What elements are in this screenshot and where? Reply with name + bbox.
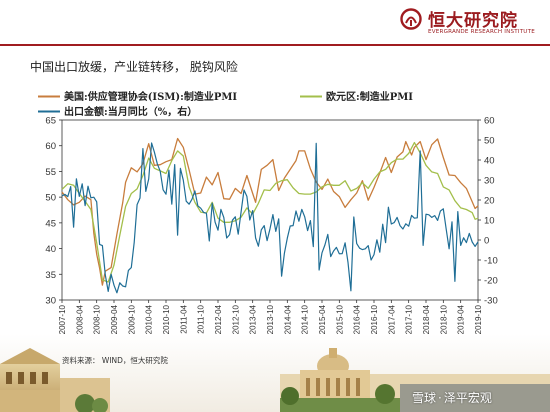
x-tick-label: 2012-10	[231, 304, 240, 334]
x-tick-label: 2019-10	[474, 304, 483, 334]
chart-legend: 美国:供应管理协会(ISM):制造业PMI 欧元区:制造业PMI 出口金额:当月同比…	[38, 90, 413, 118]
x-tick-label: 2014-04	[283, 304, 292, 334]
watermark: 雪球 · 泽平宏观	[412, 389, 492, 406]
slide-title: 中国出口放缓，产业链转移， 脱钩风险	[30, 60, 238, 74]
series-line-3	[61, 142, 479, 294]
x-tick-label: 2016-04	[353, 304, 362, 334]
y-right-tick-label: -10	[484, 256, 498, 267]
x-tick-label: 2013-04	[249, 304, 258, 334]
x-tick-label: 2010-04	[145, 304, 154, 334]
x-tick-label: 2009-04	[110, 304, 119, 334]
legend-label-2: 欧元区:制造业PMI	[326, 90, 413, 103]
y-right-tick-label: -30	[484, 296, 498, 307]
y-right-tick-label: 30	[484, 176, 495, 187]
right-building-illustration	[280, 348, 550, 412]
brand-name-en: EVERGRANDE RESEARCH INSTITUTE	[428, 29, 535, 35]
header-bar: 恒大研究院 EVERGRANDE RESEARCH INSTITUTE	[0, 0, 550, 44]
x-tick-label: 2011-10	[197, 304, 206, 333]
y-left-tick-label: 40	[45, 244, 56, 255]
y-right-tick-label: 10	[484, 216, 495, 227]
footer-scene	[0, 334, 550, 412]
x-tick-label: 2008-10	[93, 304, 102, 334]
legend-label-1: 美国:供应管理协会(ISM):制造业PMI	[64, 90, 237, 103]
left-building-illustration	[0, 348, 110, 412]
x-tick-label: 2007-10	[58, 304, 67, 334]
y-left-tick-label: 35	[45, 270, 56, 281]
brand-logo: 恒大研究院 EVERGRANDE RESEARCH INSTITUTE	[400, 6, 546, 40]
watermark-left: 雪球	[412, 391, 437, 405]
y-left-tick-label: 55	[45, 167, 56, 178]
y-right-tick-label: -20	[484, 276, 498, 287]
chart-source-note: 资料来源： WIND，恒大研究院	[62, 356, 168, 365]
x-tick-label: 2008-04	[75, 304, 84, 334]
series-line-2	[61, 141, 479, 283]
x-tick-label: 2014-10	[301, 304, 310, 334]
x-tick-label: 2010-10	[162, 304, 171, 334]
x-tick-label: 2011-04	[179, 304, 188, 333]
watermark-right: 泽平宏观	[443, 391, 492, 405]
y-right-tick-label: 40	[484, 156, 495, 167]
evergrande-logo-icon	[400, 8, 422, 30]
y-left-tick-label: 45	[45, 218, 56, 229]
x-tick-label: 2019-04	[457, 304, 466, 334]
y-left-tick-label: 60	[45, 141, 56, 152]
chart-axes: 30 35 40 45 50 55 60 65 -30 -20 -10 0 10 20 30 40 50 60 20…	[45, 116, 497, 335]
x-tick-label: 2012-04	[214, 304, 223, 334]
x-tick-label: 2018-04	[422, 304, 431, 334]
chart-plot-area	[61, 137, 479, 294]
x-tick-label: 2009-10	[127, 304, 136, 334]
legend-label-3: 出口金额:当月同比（%，右）	[64, 105, 197, 118]
x-tick-label: 2015-10	[335, 304, 344, 334]
x-tick-label: 2013-10	[266, 304, 275, 334]
x-tick-label: 2017-04	[387, 304, 396, 334]
y-left-tick-label: 30	[45, 296, 56, 307]
x-tick-label: 2015-04	[318, 304, 327, 334]
y-right-tick-label: 60	[484, 116, 495, 127]
y-right-tick-label: 20	[484, 196, 495, 207]
y-right-tick-label: 0	[484, 236, 489, 247]
y-left-tick-label: 65	[45, 116, 56, 127]
y-right-tick-label: 50	[484, 136, 495, 147]
x-tick-label: 2016-10	[370, 304, 379, 334]
x-tick-label: 2017-10	[405, 304, 414, 334]
watermark-separator: ·	[438, 391, 442, 405]
header-divider	[0, 44, 550, 46]
y-left-tick-label: 50	[45, 193, 56, 204]
brand-name-cn: 恒大研究院	[428, 11, 518, 31]
x-tick-label: 2018-10	[439, 304, 448, 334]
series-line-1	[61, 137, 479, 286]
